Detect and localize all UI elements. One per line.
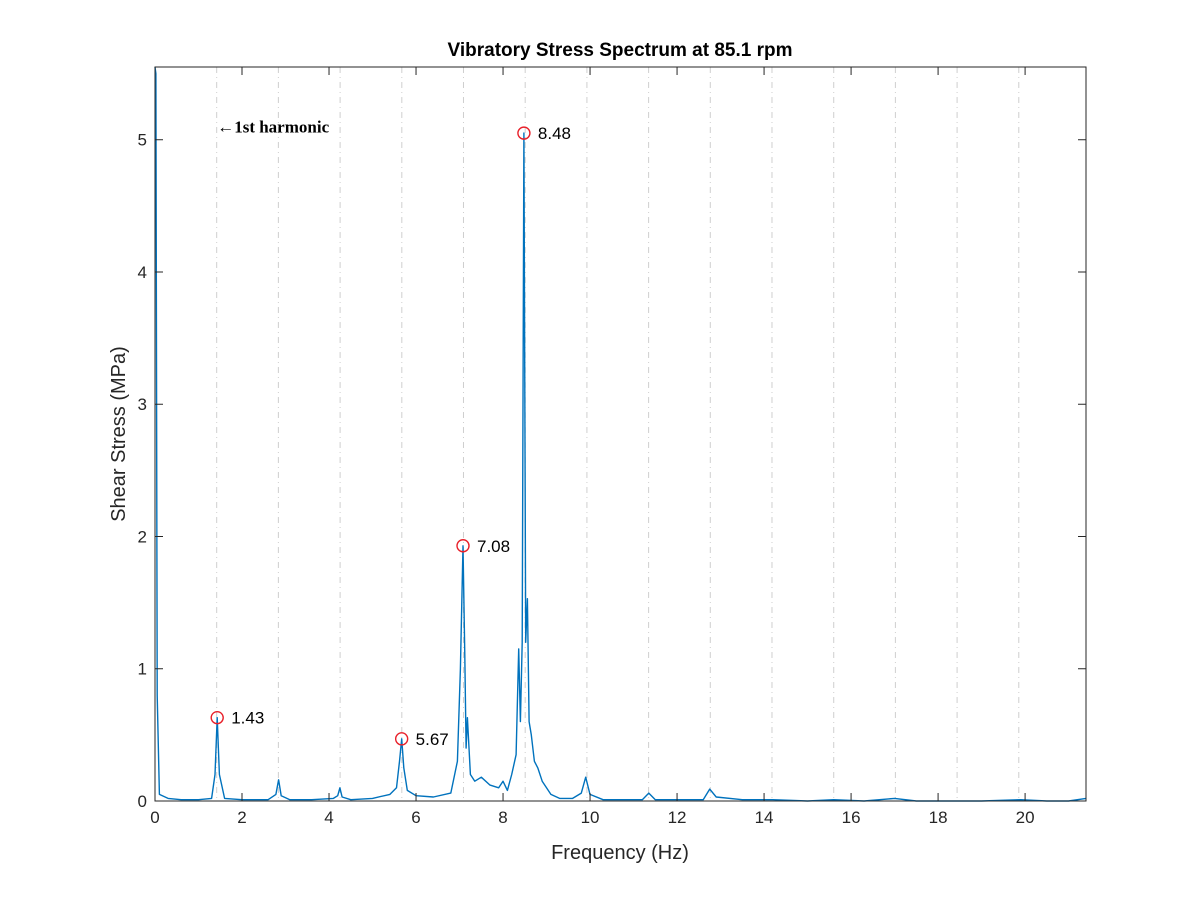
x-axis-label: Frequency (Hz) [551,842,689,864]
x-tick-label: 16 [842,808,861,827]
x-tick-label: 8 [498,808,507,827]
plot-area-background [155,67,1086,801]
plot-frame [154,66,1087,802]
x-tick-label: 6 [411,808,420,827]
y-axis-label: Shear Stress (MPa) [108,346,130,522]
chart-title: Vibratory Stress Spectrum at 85.1 rpm [448,40,793,61]
x-tick-label: 18 [929,808,948,827]
y-tick-label: 0 [138,792,147,811]
peak-label: 7.08 [477,537,510,556]
y-tick-label: 1 [138,660,147,679]
peak-label: 8.48 [538,124,571,143]
x-tick-label: 14 [755,808,774,827]
y-tick-label: 4 [138,263,147,282]
y-tick-label: 3 [138,395,147,414]
x-tick-label: 20 [1016,808,1035,827]
peak-markers: 1.43 5.67 7.08 8.48 [210,124,571,749]
y-tick-label: 5 [138,131,147,150]
peak-marker [456,539,470,553]
peak-marker [210,710,224,725]
peak-label: 1.43 [231,709,264,728]
x-tick-label: 2 [237,808,246,827]
x-tick-label: 0 [150,808,159,827]
reference-lines [216,67,1020,801]
peak-marker [394,732,409,746]
x-tick-label: 4 [324,808,333,827]
annotations: ←1st harmonic [217,118,329,137]
x-tick-label: 12 [668,808,687,827]
series-layer [154,66,1087,802]
peak-marker [517,126,531,140]
y-tick-label: 2 [138,527,147,546]
series-line [154,66,1087,802]
peak-label: 5.67 [416,730,449,749]
harmonic-annotation: ←1st harmonic [217,118,329,137]
x-tick-label: 10 [581,808,600,827]
